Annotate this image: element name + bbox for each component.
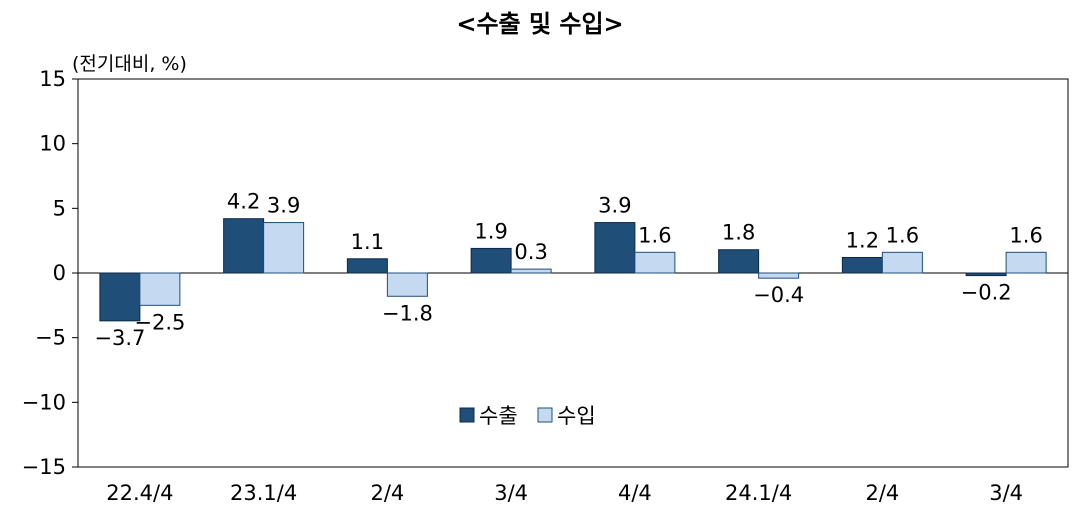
bar-수출-1 xyxy=(223,218,265,274)
y-tick-label: 5 xyxy=(53,196,66,220)
bar-수출-6 xyxy=(841,256,883,274)
bar-수입-2 xyxy=(386,272,428,297)
data-label: 1.6 xyxy=(886,223,919,247)
chart-title: <수출 및 수입> xyxy=(456,10,623,38)
x-axis: 22.4/4 23.1/4 2/4 3/4 4/4 24.1/4 2/4 3/4 xyxy=(106,481,1023,505)
data-label: 1.6 xyxy=(1009,223,1042,247)
x-tick-label: 3/4 xyxy=(494,481,528,505)
bar-수출-3 xyxy=(470,247,512,274)
legend-swatch xyxy=(459,407,475,423)
data-label: 1.8 xyxy=(722,221,755,245)
y-tick-label: 15 xyxy=(39,67,66,91)
bar-수출-2 xyxy=(346,258,388,274)
bar-수입-0 xyxy=(139,272,181,306)
data-label: 0.3 xyxy=(514,240,547,264)
bar-수입-4 xyxy=(634,251,676,274)
data-label: −2.5 xyxy=(134,310,185,334)
y-tick-label: −5 xyxy=(35,326,66,350)
data-label: 1.6 xyxy=(638,223,671,247)
data-label: 1.2 xyxy=(846,228,879,252)
bar-수입-6 xyxy=(881,251,923,274)
data-label: −0.2 xyxy=(961,281,1012,305)
y-unit-label: (전기대비, %) xyxy=(72,53,187,75)
bar-수출-7 xyxy=(965,272,1007,277)
x-tick-label: 24.1/4 xyxy=(725,481,792,505)
data-label: 3.9 xyxy=(598,194,631,218)
bar-수출-5 xyxy=(718,249,760,274)
bars xyxy=(99,218,1047,322)
bar-수입-7 xyxy=(1005,251,1047,274)
x-tick-label: 22.4/4 xyxy=(106,481,173,505)
data-label: −1.8 xyxy=(382,301,433,325)
legend-swatch xyxy=(537,407,553,423)
x-tick-label: 4/4 xyxy=(618,481,652,505)
legend-label: 수출 xyxy=(479,404,518,428)
y-tick-label: −15 xyxy=(22,455,66,479)
y-tick-label: −10 xyxy=(22,390,66,414)
bar-수입-5 xyxy=(758,272,800,279)
data-label: 4.2 xyxy=(227,190,260,214)
x-tick-label: 23.1/4 xyxy=(230,481,297,505)
y-tick-label: 0 xyxy=(53,261,66,285)
legend-label: 수입 xyxy=(557,404,596,428)
data-labels: −3.7 4.2 1.1 1.9 3.9 1.8 1.2 −0.2 −2.5 3.9 −1.8 0.3… xyxy=(94,190,1042,350)
y-tick-label: 10 xyxy=(39,132,66,156)
x-tick-label: 2/4 xyxy=(370,481,404,505)
data-label: −3.7 xyxy=(94,326,145,350)
data-label: 1.1 xyxy=(351,230,384,254)
bar-수입-3 xyxy=(510,268,552,274)
y-axis: 15 10 5 0 −5 −10 −15 xyxy=(22,67,78,479)
x-tick-label: 2/4 xyxy=(865,481,899,505)
data-label: 3.9 xyxy=(267,194,300,218)
bar-수출-0 xyxy=(99,272,141,322)
data-label: −0.4 xyxy=(753,283,804,307)
bar-수입-1 xyxy=(263,222,305,274)
legend: 수출 수입 xyxy=(459,404,596,428)
data-label: 1.9 xyxy=(474,219,507,243)
x-tick-label: 3/4 xyxy=(989,481,1023,505)
bar-수출-4 xyxy=(594,222,636,274)
